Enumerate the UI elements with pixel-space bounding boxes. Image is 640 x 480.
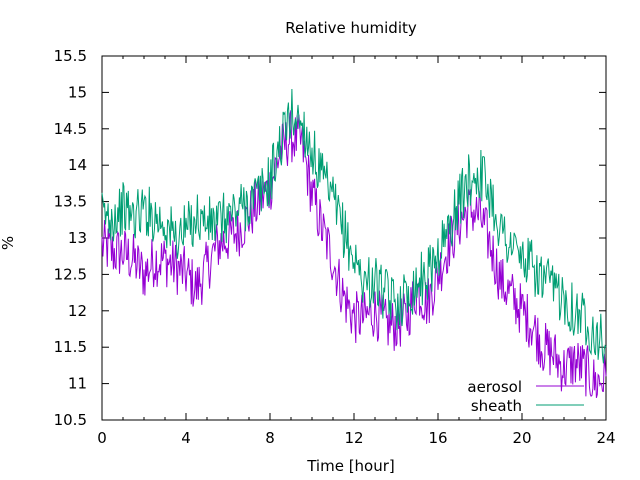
legend: aerosol sheath <box>467 378 584 415</box>
x-tick-label: 4 <box>181 429 191 447</box>
y-tick-label: 14.5 <box>54 120 87 138</box>
x-axis-label: Time [hour] <box>306 457 395 475</box>
y-tick-label: 10.5 <box>54 411 87 429</box>
y-tick-label: 15.5 <box>54 47 87 65</box>
chart-title: Relative humidity <box>285 19 417 37</box>
series-line-sheath <box>101 88 607 364</box>
x-tick-label: 8 <box>265 429 275 447</box>
series-layer <box>101 88 607 399</box>
x-tick-label: 12 <box>344 429 363 447</box>
x-tick-label: 24 <box>596 429 615 447</box>
x-tick-labels: 0 4 8 12 16 20 24 <box>97 429 615 447</box>
legend-label-aerosol: aerosol <box>467 378 522 396</box>
y-tick-label: 13.5 <box>54 193 87 211</box>
y-tick-label: 12.5 <box>54 265 87 283</box>
axis-ticks <box>101 55 607 421</box>
x-tick-label: 16 <box>428 429 447 447</box>
x-tick-label: 0 <box>97 429 107 447</box>
x-tick-label: 20 <box>512 429 531 447</box>
legend-label-sheath: sheath <box>471 397 522 415</box>
y-tick-labels: 10.5 11 11.5 12 12.5 13 13.5 14 14.5 15 15.5 <box>54 47 87 429</box>
y-tick-label: 15 <box>68 83 87 101</box>
y-tick-label: 13 <box>68 229 87 247</box>
y-tick-label: 11.5 <box>54 338 87 356</box>
series-line-aerosol <box>101 109 607 399</box>
y-tick-label: 11 <box>68 375 87 393</box>
plot-frame <box>101 55 607 421</box>
y-axis-label: % <box>0 236 17 250</box>
y-tick-label: 14 <box>68 156 87 174</box>
y-tick-label: 12 <box>68 302 87 320</box>
